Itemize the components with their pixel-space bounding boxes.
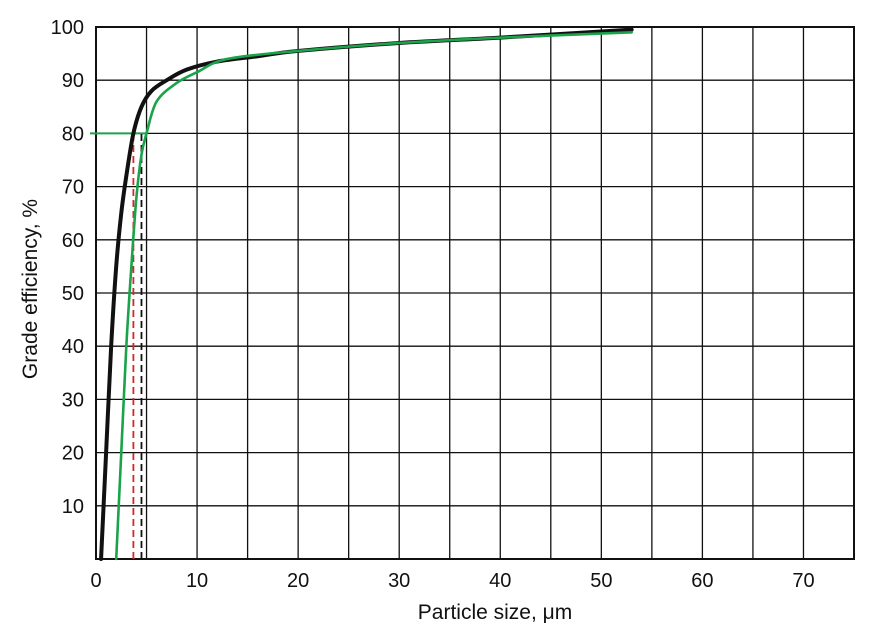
- y-tick-label: 30: [62, 389, 84, 411]
- series-line-black: [99, 27, 634, 561]
- x-tick-label: 70: [792, 570, 814, 592]
- x-tick-label: 60: [691, 570, 713, 592]
- y-tick-label: 70: [62, 177, 84, 199]
- x-tick-label: 50: [590, 570, 612, 592]
- x-axis-title: Particle size, μm: [418, 601, 572, 624]
- series-line-green: [114, 31, 633, 561]
- y-tick-label: 40: [62, 336, 84, 358]
- series: [99, 27, 634, 561]
- y-tick-label: 100: [51, 17, 84, 39]
- x-tick-labels: 0 10 20 30 40 50 60 70: [90, 570, 814, 592]
- y-tick-label: 20: [62, 443, 84, 465]
- y-tick-label: 80: [62, 123, 84, 145]
- x-tick-label: 20: [287, 570, 309, 592]
- grid: [95, 26, 855, 560]
- y-tick-label: 60: [62, 230, 84, 252]
- y-axis-title: Grade efficiency, %: [19, 199, 42, 379]
- reference-lines: [90, 132, 147, 559]
- y-tick-label: 90: [62, 70, 84, 92]
- x-tick-label: 30: [388, 570, 410, 592]
- x-tick-label: 40: [489, 570, 511, 592]
- y-tick-label: 10: [62, 496, 84, 518]
- plot-border: [95, 26, 855, 560]
- x-tick-label: 10: [186, 570, 208, 592]
- y-tick-label: 50: [62, 283, 84, 305]
- y-tick-labels: 10 20 30 40 50 60 70 80 90 100: [51, 17, 84, 518]
- x-tick-label: 0: [90, 570, 101, 592]
